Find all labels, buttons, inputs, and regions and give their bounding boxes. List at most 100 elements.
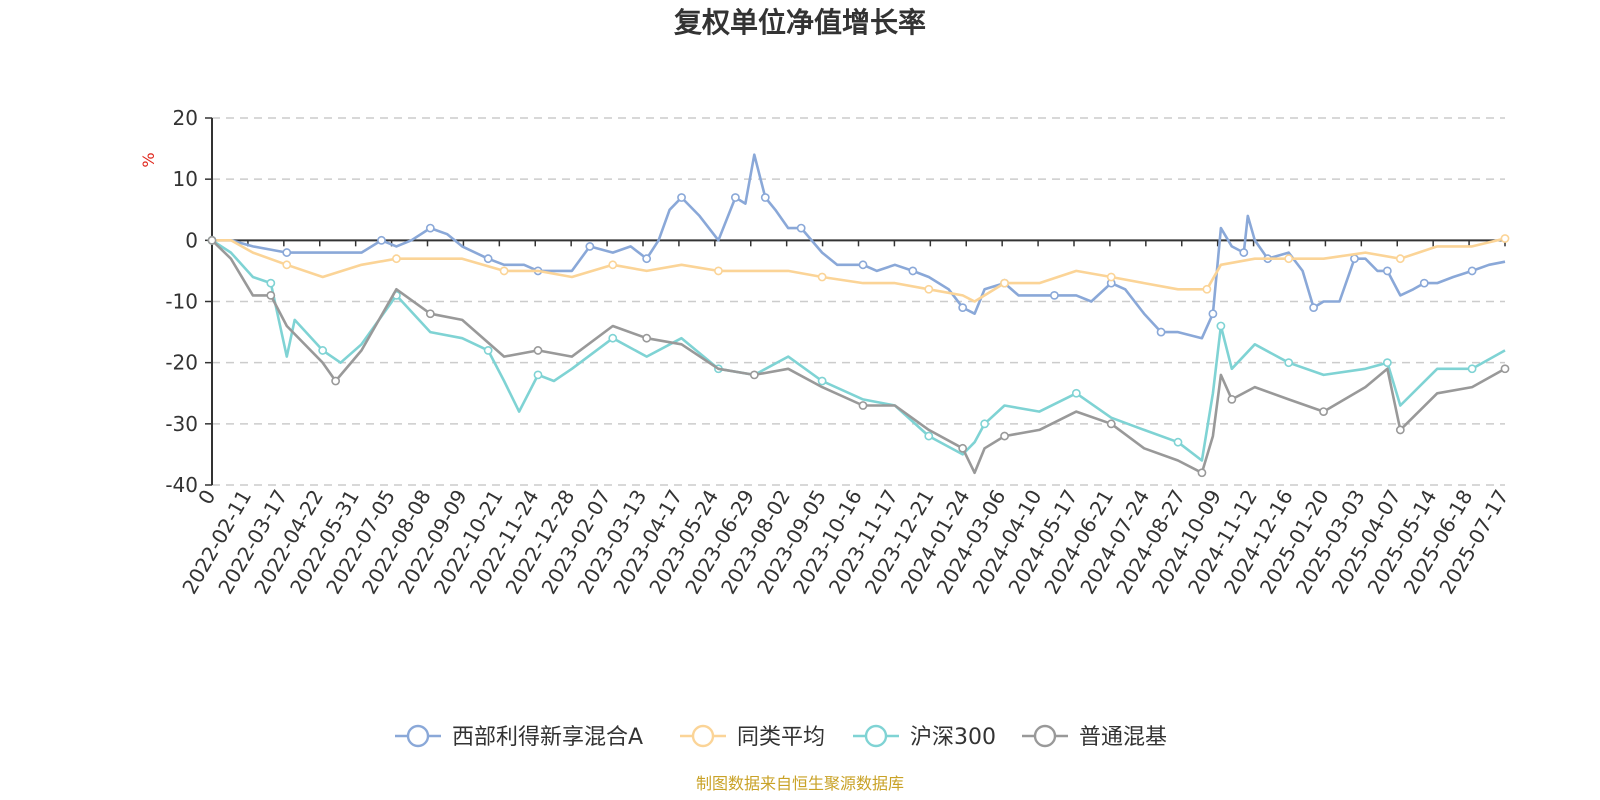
series-point xyxy=(1106,419,1116,429)
series-point xyxy=(924,431,934,441)
series-point xyxy=(207,235,217,245)
series-point xyxy=(282,248,292,257)
series-point xyxy=(533,370,543,380)
y-tick-label: 0 xyxy=(185,228,198,252)
series-point xyxy=(1197,468,1207,478)
series-point xyxy=(266,290,276,300)
legend-marker xyxy=(1033,724,1057,748)
series-point xyxy=(377,235,386,245)
series-point xyxy=(642,333,652,343)
series-0 xyxy=(207,153,1506,340)
series-point xyxy=(1216,321,1226,331)
series-2 xyxy=(207,235,1506,462)
series-point xyxy=(817,272,827,282)
series-point xyxy=(1156,327,1166,337)
series-point xyxy=(908,266,918,276)
series-line xyxy=(211,239,1506,462)
series-point xyxy=(331,376,341,386)
y-tick-label: -40 xyxy=(165,473,198,497)
series-point xyxy=(958,303,968,313)
series-point xyxy=(392,254,401,264)
legend-item[interactable]: 普通混基 xyxy=(1022,724,1167,750)
series-point xyxy=(1208,309,1218,319)
series-point xyxy=(1284,254,1294,264)
legend-label: 沪深300 xyxy=(910,725,996,750)
series-point xyxy=(980,419,990,429)
series-point xyxy=(1382,266,1392,276)
x-axis-ticks: 02022-02-112022-03-172022-04-222022-05-3… xyxy=(177,240,1513,598)
series-point xyxy=(1419,278,1429,288)
series-point xyxy=(608,333,618,343)
series-point xyxy=(730,193,740,202)
legend-marker xyxy=(406,724,430,748)
series-point xyxy=(760,193,770,202)
legend[interactable]: 西部利得新享混合A 同类平均 沪深300 普通混基 xyxy=(395,724,1167,750)
series-point xyxy=(425,309,435,319)
series-point xyxy=(1239,248,1249,257)
legend-label: 同类平均 xyxy=(737,725,825,750)
data-source-note: 制图数据来自恒生聚源数据库 xyxy=(696,774,904,793)
legend-item[interactable]: 同类平均 xyxy=(680,724,825,750)
series-point xyxy=(483,346,493,355)
series-point xyxy=(1395,425,1405,435)
series-point xyxy=(1467,364,1477,374)
series-point xyxy=(924,284,934,294)
series-point xyxy=(1500,364,1510,374)
chart-title: 复权单位净值增长率 xyxy=(674,6,926,39)
y-tick-label: -10 xyxy=(165,290,198,314)
series-point xyxy=(1319,407,1328,416)
series-lines xyxy=(207,153,1510,478)
series-point xyxy=(1309,303,1318,313)
series-point xyxy=(1500,234,1510,243)
series-point xyxy=(282,260,292,270)
y-tick-label: 10 xyxy=(173,167,198,191)
series-point xyxy=(1000,278,1009,288)
y-axis-ticks: 20 10 0 -10 -20 -30 -40 xyxy=(165,106,212,497)
series-point xyxy=(318,346,328,355)
legend-item[interactable]: 西部利得新享混合A xyxy=(395,724,643,750)
legend-marker xyxy=(691,724,715,748)
series-point xyxy=(1049,290,1059,300)
y-tick-label: 20 xyxy=(173,106,198,130)
series-point xyxy=(958,443,968,453)
legend-label: 普通混基 xyxy=(1079,725,1167,750)
series-point xyxy=(858,260,868,270)
series-point xyxy=(1227,394,1237,404)
series-point xyxy=(677,193,686,202)
y-axis-unit: % xyxy=(139,152,158,167)
legend-item[interactable]: 沪深300 xyxy=(853,724,996,750)
series-point xyxy=(483,254,493,264)
series-point xyxy=(1173,437,1183,447)
legend-label: 西部利得新享混合A xyxy=(452,725,643,750)
series-point xyxy=(1382,358,1392,368)
series-point xyxy=(1467,266,1477,276)
series-line xyxy=(212,237,1506,303)
series-point xyxy=(1071,388,1081,398)
series-point xyxy=(1284,358,1294,368)
series-point xyxy=(714,266,723,276)
series-point xyxy=(266,278,276,288)
series-line xyxy=(211,239,1506,475)
y-tick-label: -30 xyxy=(165,412,198,436)
x-tick-label: 0 xyxy=(193,486,220,509)
series-point xyxy=(1202,284,1212,294)
series-3 xyxy=(207,235,1510,478)
series-point xyxy=(1106,272,1116,282)
series-point xyxy=(585,242,595,251)
series-line xyxy=(212,153,1506,340)
series-point xyxy=(749,370,759,380)
grid xyxy=(212,117,1505,486)
series-point xyxy=(642,254,652,264)
series-point xyxy=(1350,254,1359,264)
series-point xyxy=(858,401,868,410)
series-point xyxy=(533,346,543,355)
series-point xyxy=(425,223,435,233)
series-point xyxy=(817,376,827,386)
series-point xyxy=(499,266,509,276)
series-point xyxy=(1395,254,1405,264)
series-point xyxy=(608,260,618,270)
series-point xyxy=(1000,431,1009,441)
legend-marker xyxy=(864,724,888,748)
series-point xyxy=(796,223,806,233)
